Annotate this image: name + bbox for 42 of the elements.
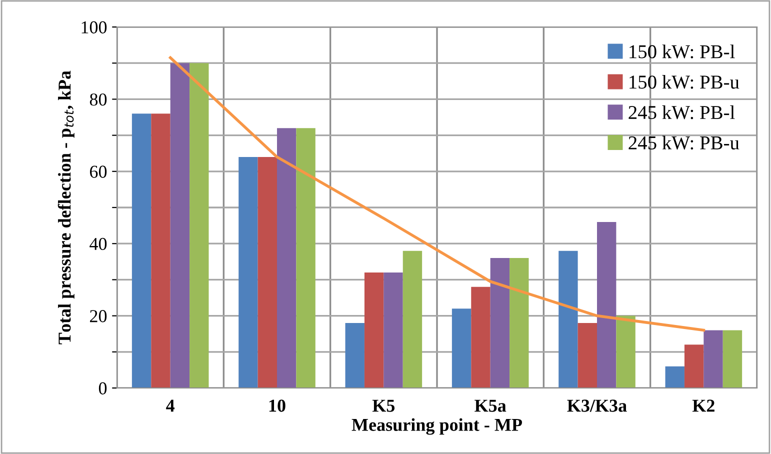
x-axis-title: Measuring point - MP — [352, 418, 522, 435]
bar — [258, 156, 277, 388]
bar — [722, 330, 742, 388]
x-tick-label: K3/K3a — [567, 400, 627, 412]
bar — [170, 63, 190, 388]
bar — [238, 156, 258, 388]
y-tick-label: 80 — [90, 93, 107, 106]
bar — [471, 286, 490, 388]
x-tick-label: K2 — [692, 400, 714, 412]
bar — [190, 63, 209, 388]
y-tick-label: 0 — [98, 382, 107, 394]
x-tick-label: 4 — [166, 400, 175, 412]
legend-label: 150 kW: PB-l — [630, 44, 735, 58]
bar — [665, 366, 684, 388]
bar — [704, 330, 723, 388]
legend-label: 150 kW: PB-u — [630, 75, 740, 89]
bar — [384, 272, 403, 388]
x-tick-label: K5a — [474, 400, 506, 412]
bar — [364, 272, 384, 388]
bar — [132, 114, 152, 388]
bar — [597, 222, 616, 388]
bar — [151, 114, 170, 388]
bar — [578, 323, 597, 388]
legend-label: 245 kW: PB-l — [628, 105, 735, 120]
y-tick-label: 100 — [82, 21, 107, 34]
y-tick-label: 60 — [90, 166, 107, 178]
x-tick-label: 10 — [269, 400, 286, 412]
bar — [490, 258, 510, 388]
bar — [684, 344, 704, 388]
legend-label: 245 kW: PB-u — [628, 136, 740, 150]
y-tick-label: 40 — [90, 238, 107, 250]
bar — [452, 308, 472, 388]
bar — [402, 250, 422, 388]
x-tick-label: K5 — [372, 400, 395, 412]
bar — [510, 258, 529, 388]
bar — [345, 323, 364, 388]
y-axis-title: Total pressure deflection - p$_{tot}$, kPa — [58, 70, 74, 344]
bar — [616, 316, 636, 388]
bar — [296, 128, 316, 388]
y-tick-label: 20 — [90, 310, 107, 322]
bar — [558, 250, 578, 388]
bar — [277, 128, 296, 388]
